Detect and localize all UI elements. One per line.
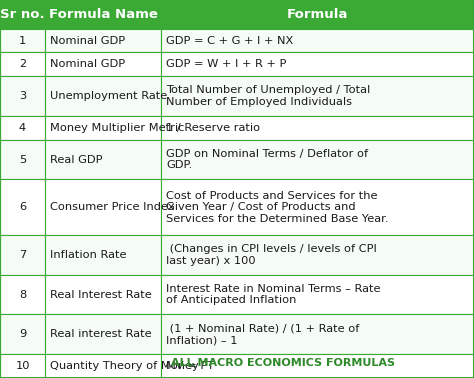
Bar <box>161 140 474 180</box>
Bar <box>45 29 161 53</box>
Bar <box>45 180 161 235</box>
Bar <box>0 354 45 378</box>
Text: Real GDP: Real GDP <box>50 155 102 164</box>
Text: 6: 6 <box>19 202 26 212</box>
Text: (Changes in CPI levels / levels of CPI
last year) x 100: (Changes in CPI levels / levels of CPI l… <box>166 244 377 266</box>
Text: Money Multiplier Metric: Money Multiplier Metric <box>50 123 184 133</box>
Bar <box>0 29 45 53</box>
Bar <box>161 76 474 116</box>
Bar <box>45 235 161 275</box>
Bar <box>45 116 161 140</box>
Text: 10: 10 <box>15 361 30 371</box>
Text: 5: 5 <box>19 155 26 164</box>
Text: 4: 4 <box>19 123 26 133</box>
Bar <box>0 180 45 235</box>
Text: Formula Name: Formula Name <box>49 8 157 21</box>
Bar <box>45 76 161 116</box>
Text: 1: 1 <box>19 36 26 45</box>
Bar <box>161 275 474 314</box>
Bar <box>161 116 474 140</box>
Text: 2: 2 <box>19 59 26 69</box>
Bar <box>45 314 161 354</box>
Bar <box>45 140 161 180</box>
Bar <box>0 275 45 314</box>
Text: 1 / Reserve ratio: 1 / Reserve ratio <box>166 123 260 133</box>
Text: Total Number of Unemployed / Total
Number of Employed Individuals: Total Number of Unemployed / Total Numbe… <box>166 85 370 107</box>
Bar <box>0 0 45 29</box>
Bar <box>161 180 474 235</box>
Bar <box>0 116 45 140</box>
Text: GDP on Nominal Terms / Deflator of
GDP.: GDP on Nominal Terms / Deflator of GDP. <box>166 149 368 170</box>
Bar <box>0 76 45 116</box>
Bar <box>161 53 474 76</box>
Text: Real interest Rate: Real interest Rate <box>50 329 151 339</box>
Bar <box>45 275 161 314</box>
Text: MV = PT: MV = PT <box>166 361 214 371</box>
Text: Nominal GDP: Nominal GDP <box>50 36 125 45</box>
Text: 8: 8 <box>19 290 26 300</box>
Bar <box>45 53 161 76</box>
Text: Real Interest Rate: Real Interest Rate <box>50 290 152 300</box>
Text: 3: 3 <box>19 91 26 101</box>
Bar <box>0 140 45 180</box>
Text: Inflation Rate: Inflation Rate <box>50 250 126 260</box>
Text: GDP = W + I + R + P: GDP = W + I + R + P <box>166 59 286 69</box>
Text: (1 + Nominal Rate) / (1 + Rate of
Inflation) – 1: (1 + Nominal Rate) / (1 + Rate of Inflat… <box>166 324 359 345</box>
Bar <box>161 235 474 275</box>
Bar <box>0 53 45 76</box>
Bar <box>45 354 161 378</box>
Text: Interest Rate in Nominal Terms – Rate
of Anticipated Inflation: Interest Rate in Nominal Terms – Rate of… <box>166 284 381 305</box>
Text: ALL MACRO ECONOMICS FORMULAS: ALL MACRO ECONOMICS FORMULAS <box>171 358 395 368</box>
Bar <box>161 29 474 53</box>
Bar <box>0 235 45 275</box>
Text: Consumer Price Index: Consumer Price Index <box>50 202 174 212</box>
Text: 9: 9 <box>19 329 26 339</box>
Text: Cost of Products and Services for the
Given Year / Cost of Products and
Services: Cost of Products and Services for the Gi… <box>166 191 388 224</box>
Bar <box>0 314 45 354</box>
Text: Nominal GDP: Nominal GDP <box>50 59 125 69</box>
Text: Unemployment Rate: Unemployment Rate <box>50 91 167 101</box>
Text: GDP = C + G + I + NX: GDP = C + G + I + NX <box>166 36 293 45</box>
Bar <box>161 314 474 354</box>
Text: 7: 7 <box>19 250 26 260</box>
Bar <box>45 0 161 29</box>
Text: Quantity Theory of Money: Quantity Theory of Money <box>50 361 199 371</box>
Text: Sr no.: Sr no. <box>0 8 45 21</box>
Bar <box>161 0 474 29</box>
Text: Formula: Formula <box>287 8 348 21</box>
Bar <box>161 354 474 378</box>
